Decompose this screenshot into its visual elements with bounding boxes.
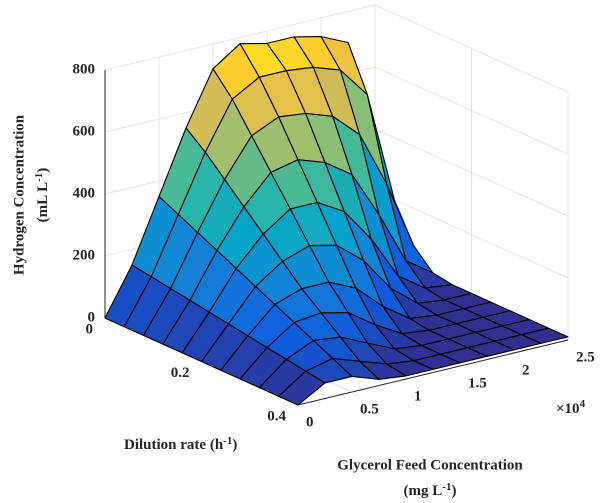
- x-tick-label: 1.5: [468, 375, 487, 391]
- grid-line: [104, 4, 376, 71]
- y-axis-title: Dilution rate (h-1): [124, 435, 237, 454]
- z-axis-unit: (mL L-1): [33, 168, 52, 223]
- z-tick-label: 200: [73, 247, 96, 263]
- y-tick-label: 0.4: [267, 408, 286, 424]
- mult-exp: 4: [580, 398, 586, 410]
- axis-line: [297, 339, 569, 406]
- label: Dilution rate (h: [124, 437, 224, 453]
- label-end: ): [232, 437, 237, 453]
- tick-labels: 0 200 400 600 800 0 0.2 0.4 0 0.5 1 1.5 2 2.5: [73, 61, 595, 430]
- x-axis-title: Glycerol Feed Concentration: [337, 457, 523, 473]
- label-sup: -1: [223, 435, 232, 447]
- x-tick-label: 2.5: [576, 349, 595, 365]
- z-tick-label: 0: [88, 309, 96, 325]
- grid-line: [374, 128, 569, 217]
- grid-line: [374, 4, 569, 93]
- z-axis-title: Hydrogen Concentration: [11, 114, 27, 275]
- surface-face: [278, 370, 326, 406]
- surface: [104, 36, 569, 406]
- x-multiplier: ×104: [556, 398, 586, 418]
- z-tick-label: 600: [73, 123, 96, 139]
- z-tick-label: 400: [73, 185, 96, 201]
- y-tick-label: 0.2: [171, 365, 190, 381]
- x-tick-label: 2: [522, 362, 530, 378]
- unit-sup: -1: [442, 481, 451, 493]
- y-tick-label: 0: [86, 321, 94, 337]
- unit: (mL L: [35, 182, 51, 222]
- unit-sup: -1: [33, 173, 45, 182]
- x-axis-unit: (mg L-1): [404, 481, 457, 500]
- unit-end: ): [451, 483, 456, 499]
- mult: ×10: [556, 401, 580, 417]
- x-tick-label: 0.5: [360, 401, 379, 417]
- grid-line: [374, 66, 569, 155]
- unit: (mg L: [404, 483, 443, 499]
- x-tick-label: 0: [306, 414, 314, 430]
- grid-line: [374, 190, 569, 279]
- z-tick-label: 800: [73, 61, 96, 77]
- unit-end: ): [35, 168, 51, 173]
- x-tick-label: 1: [414, 388, 422, 404]
